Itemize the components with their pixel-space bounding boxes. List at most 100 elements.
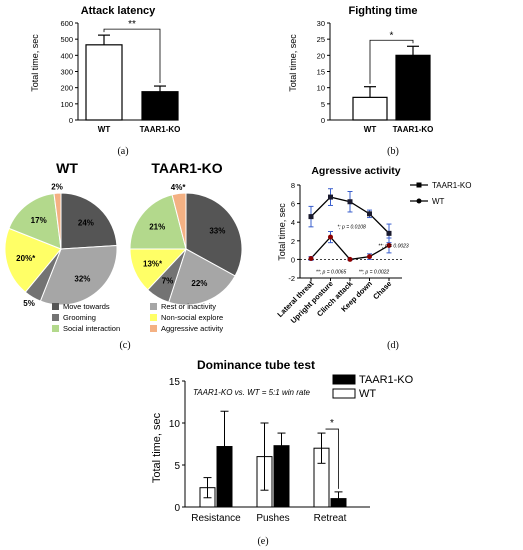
x-tick-label: Retreat — [314, 513, 347, 524]
pie-label-aggressive-activity: 2% — [51, 182, 63, 191]
y-tick-label: 400 — [60, 51, 73, 60]
pie-label-rest-or-inactivity: 22% — [191, 279, 207, 288]
panel-c-behaviour-pie-charts: WT TAAR1-KO 24% 32% 5% 20%* 17% 2% 33% 22% 7% 13… — [4, 160, 243, 351]
x-tick-label: WT — [98, 125, 111, 134]
chart-d-y-axis-label: Total time, sec — [277, 203, 287, 261]
data-point-wt — [328, 234, 333, 240]
legend-label-aggressive-activity: Aggressive activity — [161, 324, 223, 333]
x-tick-label: WT — [364, 125, 377, 134]
pie-label-social-interaction: 17% — [31, 216, 47, 225]
legend-swatch-wt — [332, 388, 356, 399]
legend-label-social-interaction: Social interaction — [63, 324, 120, 333]
y-tick-label: 8 — [291, 181, 295, 190]
y-tick-label: 15 — [317, 68, 325, 77]
x-tick-label: TAAR1-KO — [140, 125, 181, 134]
x-tick-label: Chase — [371, 279, 393, 301]
y-tick-label: 0 — [69, 116, 73, 125]
bar-taar1-ko — [395, 54, 431, 121]
y-tick-label: 0 — [174, 503, 180, 514]
pie-label-move-towards: 24% — [78, 218, 94, 227]
legend-marker-wt — [416, 198, 422, 204]
legend-label-move-towards: Move towards — [63, 302, 110, 311]
data-point-taar1-ko — [386, 230, 392, 236]
x-tick-label: Resistance — [191, 513, 241, 524]
x-tick-label: Pushes — [256, 513, 289, 524]
panel-a-attack-latency-chart: Attack latency Total time, sec 0 100 200 30… — [30, 5, 180, 157]
y-tick-label: 5 — [174, 461, 180, 472]
pie-label-social-interaction: 21% — [149, 223, 165, 232]
legend-swatch-non-social-explore — [150, 314, 157, 321]
bar-wt — [85, 44, 123, 121]
y-tick-label: -2 — [288, 274, 295, 283]
panel-b-fighting-time-chart: Fighting time Total time, sec 0 5 10 15 20 25… — [288, 5, 433, 157]
chart-b-y-axis-label: Total time, sec — [288, 34, 298, 92]
pie-slice-social-interaction — [8, 192, 62, 250]
legend-swatch-taar1-ko — [332, 374, 356, 385]
bar-taar1-ko — [141, 91, 179, 121]
y-tick-label: 600 — [60, 19, 73, 28]
y-tick-label: 500 — [60, 35, 73, 44]
data-point-wt — [386, 242, 392, 248]
significance-bracket — [369, 39, 414, 84]
data-point-taar1-ko — [328, 194, 333, 200]
chart-e-win-rate-annotation: TAAR1-KO vs. WT = 5:1 win rate — [193, 388, 311, 397]
legend-swatch-aggressive-activity — [150, 325, 157, 332]
panel-label-a: (a) — [117, 146, 128, 157]
y-tick-label: 5 — [321, 100, 325, 109]
panel-label-c: (c) — [119, 340, 130, 351]
legend-label-taar1-ko: TAAR1-KO — [432, 181, 471, 190]
data-point-wt — [347, 256, 353, 262]
legend-swatch-move-towards — [52, 303, 59, 310]
pie-label-non-social-explore: 13%* — [143, 259, 163, 268]
significance-bracket — [325, 428, 339, 489]
legend-label-taar1-ko: TAAR1-KO — [359, 374, 414, 386]
y-tick-label: 10 — [169, 419, 181, 430]
chart-d-title: Agressive activity — [311, 165, 400, 177]
y-tick-label: 10 — [317, 84, 325, 93]
y-tick-label: 0 — [321, 116, 325, 125]
pie-slice-rest-or-inactivity — [39, 244, 118, 306]
legend-swatch-rest-or-inactivity — [150, 303, 157, 310]
p-value-annotation: *; p = 0.0108 — [337, 225, 366, 231]
panel-e-dominance-tube-test-chart: Dominance tube test Total time, sec 0 5 10… — [151, 358, 414, 547]
y-tick-label: 2 — [291, 237, 295, 246]
bar-wt — [352, 96, 388, 121]
y-tick-label: 0 — [291, 255, 295, 264]
significance-marker: * — [390, 30, 394, 41]
legend-swatch-social-interaction — [52, 325, 59, 332]
pie-label-grooming: 5% — [23, 299, 35, 308]
legend-label-grooming: Grooming — [63, 313, 96, 322]
p-value-annotation: **; p = 0.0022 — [359, 269, 390, 275]
panel-label-d: (d) — [387, 340, 399, 351]
panel-d-aggressive-activity-chart: Agressive activity Total time, sec -2 0 2 4… — [275, 165, 471, 351]
significance-bracket — [103, 28, 161, 84]
data-point-wt — [367, 254, 372, 260]
pie-label-aggressive-activity: 4%* — [171, 183, 187, 192]
y-tick-label: 15 — [169, 377, 181, 388]
legend-marker-taar1-ko — [416, 182, 422, 188]
pie-slice-rest-or-inactivity — [168, 248, 236, 306]
panel-label-e: (e) — [257, 536, 268, 547]
p-value-annotation: **; p = 0.0023 — [378, 243, 409, 249]
data-point-taar1-ko — [347, 199, 353, 205]
y-tick-label: 25 — [317, 35, 325, 44]
significance-marker: ** — [128, 19, 136, 30]
legend-swatch-grooming — [52, 314, 59, 321]
chart-b-title: Fighting time — [348, 5, 417, 17]
data-point-wt — [308, 255, 314, 261]
chart-e-title: Dominance tube test — [197, 358, 315, 372]
pie-label-rest-or-inactivity: 32% — [74, 274, 90, 283]
y-tick-label: 200 — [60, 84, 73, 93]
data-point-taar1-ko — [367, 211, 372, 217]
y-tick-label: 6 — [291, 200, 295, 209]
pie-slice-non-social-explore — [4, 227, 62, 293]
y-tick-label: 4 — [291, 218, 295, 227]
pie-slice-social-interaction — [129, 194, 187, 250]
pie-label-grooming: 7% — [162, 276, 174, 285]
y-tick-label: 100 — [60, 100, 73, 109]
y-tick-label: 20 — [317, 51, 325, 60]
panel-label-b: (b) — [387, 146, 399, 157]
data-point-taar1-ko — [308, 214, 314, 220]
pie-slice-move-towards — [185, 192, 243, 277]
legend-label-rest-or-inactivity: Rest or inactivity — [161, 302, 216, 311]
